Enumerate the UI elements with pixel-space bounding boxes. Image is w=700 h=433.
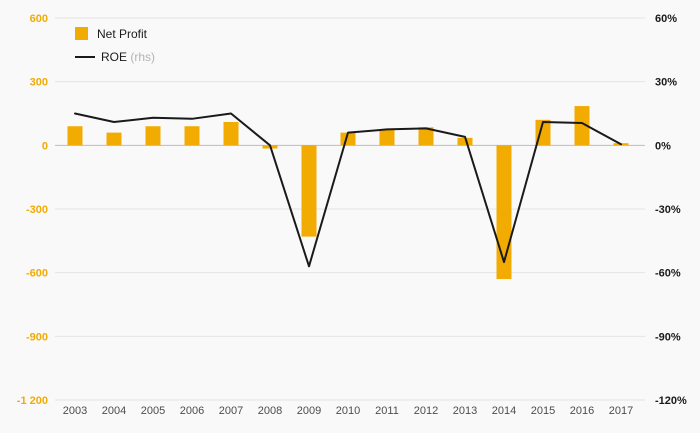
x-axis-year-label: 2006 <box>180 405 204 417</box>
x-axis-year-label: 2013 <box>453 405 477 417</box>
net-profit-swatch-icon <box>75 27 88 40</box>
net-profit-bar <box>67 126 83 146</box>
net-profit-bar <box>145 126 161 146</box>
net-profit-bar <box>301 145 317 237</box>
left-axis-tick-label: -600 <box>26 268 48 280</box>
net-profit-bar <box>379 129 395 146</box>
right-axis-tick-label: -90% <box>655 331 681 343</box>
x-axis-year-label: 2016 <box>570 405 594 417</box>
right-axis-tick-label: 0% <box>655 140 671 152</box>
roe-line <box>74 112 622 268</box>
net-profit-bar <box>106 132 122 146</box>
net-profit-bar <box>184 126 200 146</box>
legend-label-roe-sub: (rhs) <box>130 49 156 64</box>
chart-legend: Net Profit ROE (rhs) <box>75 22 155 68</box>
x-axis-year-label: 2008 <box>258 405 282 417</box>
x-axis-year-label: 2007 <box>219 405 243 417</box>
roe-line-swatch-icon <box>75 55 95 58</box>
net-profit-bar <box>574 106 590 146</box>
legend-item-roe: ROE (rhs) <box>75 45 155 68</box>
right-axis-tick-label: -120% <box>655 395 687 407</box>
legend-item-net-profit: Net Profit <box>75 22 155 45</box>
left-axis-tick-label: 600 <box>30 13 48 25</box>
right-axis-tick-label: 30% <box>655 77 677 89</box>
legend-label-roe-text: ROE <box>101 49 128 64</box>
net-profit-bar <box>223 121 239 146</box>
left-axis-tick-label: -1 200 <box>17 395 48 407</box>
x-axis-year-label: 2005 <box>141 405 165 417</box>
left-axis-tick-label: 300 <box>30 77 48 89</box>
x-axis-year-label: 2012 <box>414 405 438 417</box>
legend-label-net-profit: Net Profit <box>97 26 148 41</box>
x-axis-year-label: 2014 <box>492 405 516 417</box>
right-axis-tick-label: -60% <box>655 268 681 280</box>
right-axis-tick-label: -30% <box>655 204 681 216</box>
left-axis-tick-label: 0 <box>42 140 48 152</box>
legend-label-roe: ROE (rhs) <box>101 50 155 64</box>
net-profit-bar <box>418 127 434 146</box>
x-axis-year-label: 2004 <box>102 405 126 417</box>
x-axis-year-label: 2017 <box>609 405 633 417</box>
right-axis-tick-label: 60% <box>655 13 677 25</box>
left-axis-tick-label: -900 <box>26 331 48 343</box>
left-axis-tick-label: -300 <box>26 204 48 216</box>
x-axis-year-label: 2003 <box>63 405 87 417</box>
x-axis-year-label: 2011 <box>375 405 399 417</box>
x-axis-year-label: 2010 <box>336 405 360 417</box>
x-axis-year-label: 2009 <box>297 405 321 417</box>
x-axis-year-label: 2015 <box>531 405 555 417</box>
net-profit-bar <box>457 137 473 146</box>
